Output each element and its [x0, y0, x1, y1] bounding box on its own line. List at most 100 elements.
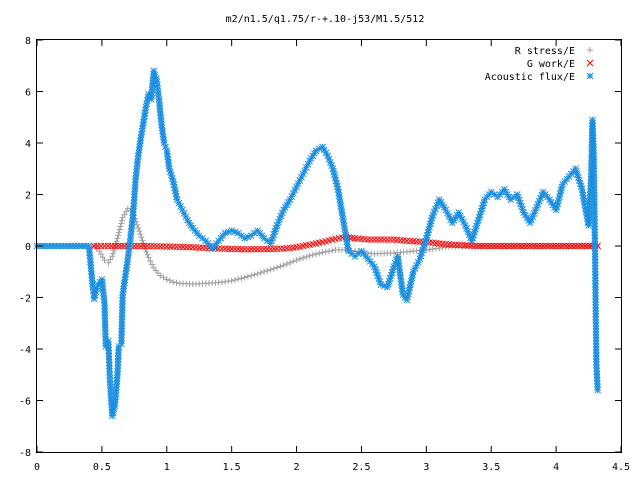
data-point — [384, 236, 391, 243]
data-point — [374, 236, 382, 243]
data-point — [98, 251, 105, 258]
y-tick-label: 0 — [25, 242, 31, 253]
data-point — [160, 243, 167, 250]
data-point — [254, 245, 261, 253]
data-point — [118, 220, 125, 227]
data-point — [293, 257, 300, 264]
data-point — [129, 208, 137, 216]
data-point — [118, 316, 126, 323]
data-point — [304, 160, 312, 168]
data-point — [494, 242, 502, 250]
data-point — [590, 186, 598, 194]
data-point — [91, 291, 99, 299]
data-point — [590, 149, 598, 157]
data-point — [167, 277, 174, 284]
data-point — [264, 245, 271, 253]
data-point — [136, 228, 143, 235]
data-point — [591, 238, 599, 245]
data-point — [135, 224, 142, 231]
data-point — [244, 273, 251, 280]
data-point — [274, 264, 281, 271]
data-point — [238, 245, 245, 253]
data-point — [218, 245, 226, 253]
data-point — [101, 257, 108, 264]
data-point — [118, 242, 125, 250]
data-point — [575, 242, 583, 250]
data-point — [110, 250, 117, 257]
legend-label: Acoustic flux/E — [485, 72, 575, 83]
data-point — [403, 237, 411, 245]
data-point — [592, 307, 600, 315]
data-point — [173, 243, 180, 251]
data-point — [589, 131, 597, 139]
data-point — [115, 232, 122, 239]
data-point — [591, 271, 599, 279]
data-point — [593, 377, 601, 385]
data-point — [520, 242, 528, 250]
data-point — [591, 201, 598, 209]
data-point — [510, 242, 518, 250]
data-point — [513, 242, 521, 250]
data-point — [572, 242, 579, 250]
legend-label: R stress/E — [515, 46, 575, 57]
data-point — [407, 277, 415, 285]
data-point — [147, 242, 154, 250]
data-point — [592, 319, 600, 327]
data-point — [40, 242, 47, 250]
data-point — [491, 242, 498, 250]
data-point — [101, 302, 108, 310]
data-point — [387, 236, 394, 243]
data-point — [251, 245, 258, 253]
data-point — [88, 274, 96, 282]
data-point — [189, 243, 197, 251]
data-point — [591, 213, 598, 221]
data-point — [399, 288, 406, 296]
data-point — [228, 277, 235, 284]
data-point — [313, 251, 320, 258]
data-point — [549, 242, 557, 250]
data-point — [244, 245, 252, 253]
data-point — [590, 195, 598, 203]
data-point — [592, 301, 600, 309]
data-point — [303, 253, 310, 260]
data-point — [131, 190, 138, 198]
data-point — [106, 365, 113, 373]
data-point — [75, 242, 83, 250]
x-tick-label: 1 — [164, 462, 170, 473]
data-point — [238, 275, 245, 282]
data-point — [121, 211, 128, 218]
x-tick-label: 4.5 — [612, 462, 630, 473]
data-point — [593, 367, 601, 375]
data-point — [156, 243, 164, 250]
data-point — [101, 305, 109, 313]
data-point — [241, 245, 248, 253]
y-tick-label: -2 — [19, 294, 31, 305]
data-point — [151, 71, 159, 79]
data-point — [179, 243, 187, 251]
data-point — [157, 272, 164, 279]
data-point — [592, 334, 600, 342]
y-tick-label: -6 — [19, 397, 31, 408]
data-point — [163, 243, 171, 250]
data-point — [273, 245, 281, 253]
series-3 — [33, 67, 601, 420]
x-tick-label: 0 — [34, 462, 40, 473]
data-point — [591, 198, 598, 206]
data-point — [176, 243, 184, 251]
legend-marker — [586, 72, 594, 80]
data-point — [101, 242, 108, 250]
data-point — [364, 236, 372, 243]
data-point — [594, 383, 601, 391]
data-point — [225, 245, 232, 253]
data-point — [169, 243, 177, 251]
data-point — [280, 262, 287, 269]
data-point — [115, 229, 122, 236]
data-point — [119, 214, 126, 221]
data-point — [96, 248, 103, 255]
data-point — [101, 308, 109, 316]
data-point — [526, 242, 534, 250]
data-point — [53, 242, 60, 250]
y-tick-label: 6 — [25, 88, 31, 99]
data-point — [241, 274, 248, 281]
